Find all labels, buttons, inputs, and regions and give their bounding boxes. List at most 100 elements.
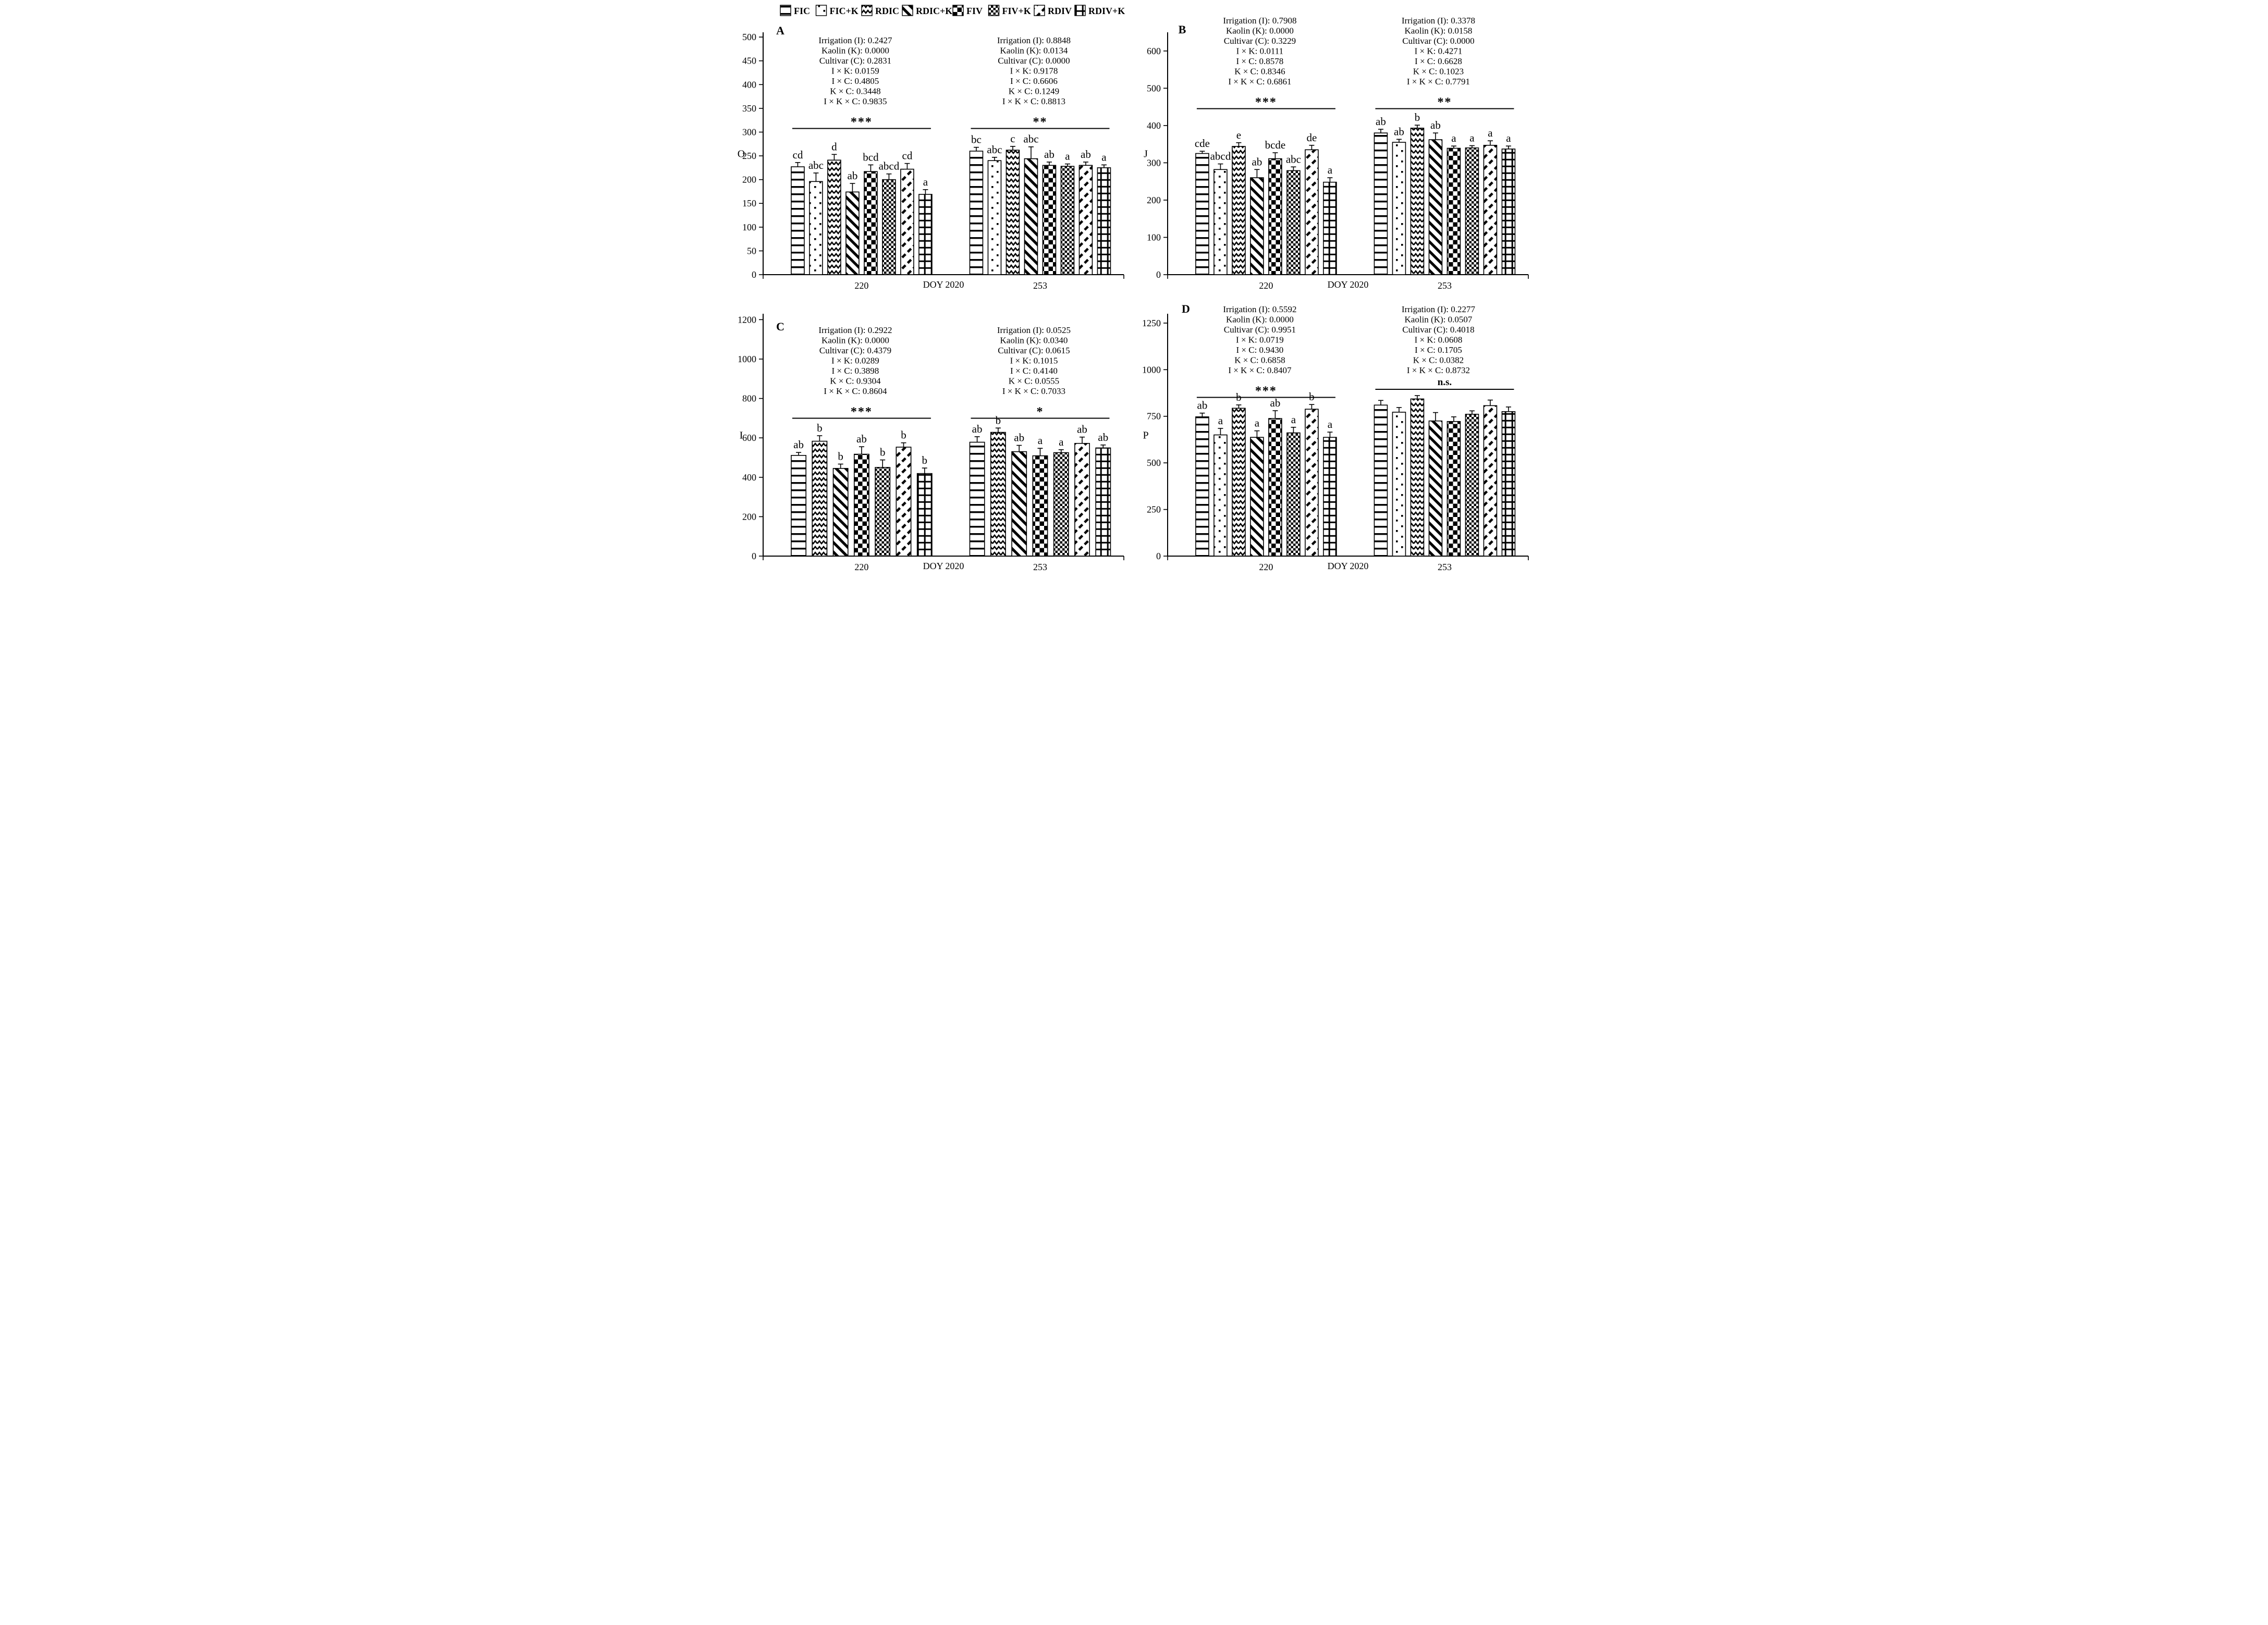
y-tick-label: 300 (1147, 157, 1161, 168)
panel-letter: A (776, 24, 784, 37)
significance-marker: *** (1255, 96, 1277, 109)
legend-label: FIV (966, 6, 983, 16)
stats-line: Kaolin (K): 0.0000 (1226, 26, 1294, 36)
significance-letter: b (880, 446, 886, 459)
significance-letter: a (1059, 436, 1064, 448)
significance-letter: a (1451, 132, 1456, 144)
stats-line: I × K × C: 0.8813 (1002, 96, 1065, 106)
bar-FIC-253 (1374, 404, 1388, 557)
significance-letter: b (996, 414, 1001, 426)
chart-B: 0100200300400500600JBcdeabcdeabbcdeabcde… (1144, 16, 1529, 291)
significance-letter: e (1236, 129, 1241, 141)
bar-RDIV+K-253 (1095, 447, 1111, 557)
x-axis-title: DOY 2020 (1328, 561, 1369, 571)
bar-FIC-253 (969, 441, 985, 557)
bar-FIC+K-253 (1392, 412, 1406, 557)
bar-RDIC+K-220 (845, 191, 860, 275)
bar-RDIV+K-253 (1097, 167, 1111, 275)
stats-line: Kaolin (K): 0.0507 (1405, 315, 1473, 325)
y-tick-label: 500 (1147, 83, 1161, 93)
stats-line: Kaolin (K): 0.0340 (1000, 336, 1068, 346)
significance-marker: ** (1437, 96, 1452, 109)
significance-letter: ab (1098, 431, 1108, 444)
bar-FIC-253 (1374, 132, 1388, 275)
legend-label: RDIV+K (1088, 6, 1125, 16)
x-group-label: 220 (1259, 562, 1273, 572)
y-tick-label: 200 (742, 175, 756, 185)
bar-RDIV+K-253 (1501, 149, 1516, 275)
significance-letter: ab (1081, 148, 1091, 161)
legend-item: RDIC+K (902, 5, 952, 16)
stats-line: I × C: 0.8578 (1236, 56, 1284, 66)
significance-marker: n.s. (1438, 377, 1452, 388)
chart-D: 025050075010001250PDababaababaIrrigation… (1142, 302, 1529, 572)
bar-RDIC+K-220 (1250, 437, 1264, 557)
stats-line: I × K: 0.0159 (831, 66, 879, 76)
stats-line: Irrigation (I): 0.2427 (818, 35, 892, 45)
significance-letter: ab (1197, 399, 1208, 412)
bar-RDIV-220 (896, 447, 912, 557)
legend-label: FIV+K (1002, 6, 1031, 16)
stats-line: I × C: 0.6606 (1010, 76, 1058, 86)
bar-RDIV-253 (1074, 442, 1090, 557)
bar-FIC+K-220 (809, 181, 823, 275)
stats-line: Cultivar (C): 0.0615 (998, 346, 1070, 355)
y-axis-label: O (738, 149, 745, 160)
significance-letter: b (922, 454, 928, 466)
chart-A: 050100150200250300350400450500OAcdabcdab… (738, 24, 1124, 291)
stats-line: Irrigation (I): 0.2277 (1402, 304, 1476, 314)
legend-item: RDIV+K (1074, 5, 1125, 16)
bar-FIV-253 (1042, 165, 1057, 275)
stats-line: Irrigation (I): 0.0525 (997, 325, 1071, 335)
stats-line: I × K: 0.4271 (1415, 46, 1463, 56)
legend-label: RDIC (875, 6, 899, 16)
significance-letter: a (1291, 413, 1296, 426)
legend-item: RDIV (1034, 5, 1072, 16)
significance-letter: b (817, 422, 823, 434)
significance-letter: cde (1195, 137, 1210, 150)
grid-swatch-icon (1074, 5, 1086, 16)
legend: FIC FIC+K RDIC RDIC+K FIV FIV+K RDIV RDIV+K (780, 5, 1125, 16)
stats-line: K × C: 0.0555 (1009, 376, 1059, 386)
stats-line: Cultivar (C): 0.0000 (1402, 36, 1474, 46)
stats-line: I × K × C: 0.6861 (1228, 77, 1291, 87)
legend-item: FIV+K (988, 5, 1031, 16)
significance-letter: a (1328, 164, 1333, 176)
bar-RDIC+K-220 (1250, 177, 1264, 275)
legend-label: RDIV (1048, 6, 1072, 16)
significance-letter: a (1488, 127, 1493, 139)
bar-RDIV-220 (900, 168, 914, 275)
significance-letter: a (1101, 151, 1107, 163)
legend-label: FIC (794, 6, 810, 16)
stats-line: Cultivar (C): 0.4379 (819, 346, 891, 355)
stats-line: Irrigation (I): 0.7908 (1223, 16, 1296, 26)
stats-line: Irrigation (I): 0.3378 (1402, 16, 1475, 26)
x-group-label: 253 (1033, 562, 1047, 572)
legend-item: RDIC (861, 5, 899, 16)
bar-FIC+K-253 (987, 160, 1002, 275)
x-group-label: 220 (1259, 280, 1273, 291)
bar-RDIV-220 (1305, 409, 1319, 557)
y-tick-label: 250 (1147, 504, 1161, 515)
significance-letter: ab (1044, 148, 1055, 161)
bar-RDIV+K-220 (1323, 181, 1337, 275)
significance-letter: ab (1014, 432, 1024, 444)
significance-letter: a (1255, 417, 1260, 429)
significance-letter: ab (1077, 423, 1087, 436)
y-axis-label: P (1143, 430, 1148, 441)
bar-FIC+K-220 (1213, 169, 1228, 275)
y-tick-label: 750 (1147, 411, 1161, 422)
stats-line: K × C: 0.1249 (1009, 87, 1059, 96)
stats-line: I × K: 0.1015 (1010, 356, 1058, 366)
bar-FIC-220 (791, 455, 807, 557)
significance-letter: ab (856, 433, 867, 445)
bar-FIC-220 (1195, 153, 1209, 275)
significance-letter: a (1328, 418, 1333, 430)
y-tick-label: 100 (1147, 232, 1161, 242)
legend-item: FIC (780, 5, 810, 16)
significance-letter: abc (1023, 133, 1038, 145)
bar-RDIV-253 (1483, 144, 1498, 275)
stats-line: Cultivar (C): 0.4018 (1402, 325, 1474, 335)
significance-letter: b (1309, 390, 1315, 403)
y-tick-label: 600 (742, 433, 756, 443)
